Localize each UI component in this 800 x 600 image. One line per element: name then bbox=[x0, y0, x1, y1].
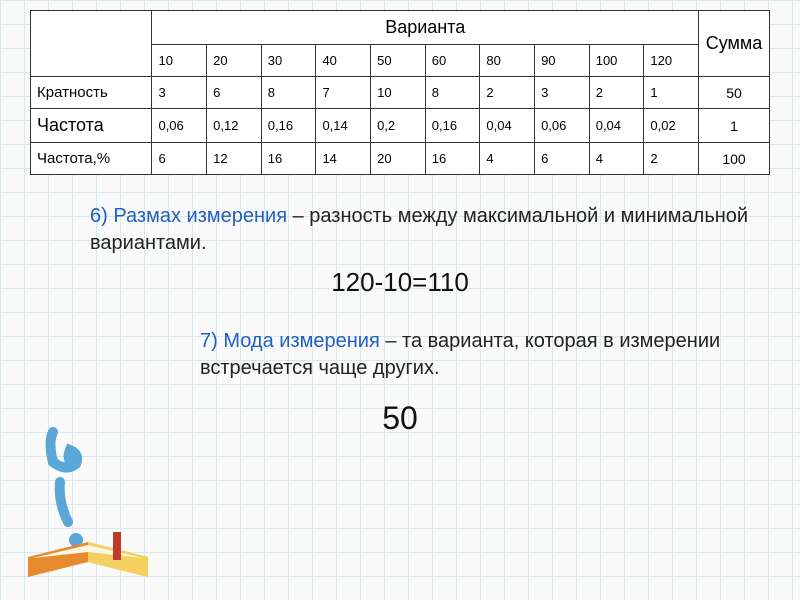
data-cell: 0,12 bbox=[207, 109, 262, 143]
definition-number: 7) bbox=[200, 330, 218, 352]
variant-header: Варианта bbox=[152, 11, 699, 45]
variant-cell: 60 bbox=[425, 45, 480, 77]
data-cell: 6 bbox=[207, 77, 262, 109]
data-cell: 0,06 bbox=[152, 109, 207, 143]
sum-header: Сумма bbox=[699, 11, 770, 77]
row-label: Частота bbox=[31, 109, 152, 143]
sum-cell: 50 bbox=[699, 77, 770, 109]
row-label: Кратность bbox=[31, 77, 152, 109]
variant-cell: 100 bbox=[589, 45, 644, 77]
variant-cell: 40 bbox=[316, 45, 371, 77]
data-cell: 2 bbox=[644, 143, 699, 175]
data-cell: 2 bbox=[480, 77, 535, 109]
data-cell: 10 bbox=[371, 77, 426, 109]
data-cell: 0,02 bbox=[644, 109, 699, 143]
definition-mode: 7) Мода измерения – та варианта, которая… bbox=[200, 328, 760, 382]
data-cell: 0,06 bbox=[535, 109, 590, 143]
data-cell: 16 bbox=[425, 143, 480, 175]
sum-cell: 1 bbox=[699, 109, 770, 143]
variant-cell: 30 bbox=[261, 45, 316, 77]
sum-cell: 100 bbox=[699, 143, 770, 175]
variant-cell: 120 bbox=[644, 45, 699, 77]
data-cell: 0,2 bbox=[371, 109, 426, 143]
data-cell: 6 bbox=[152, 143, 207, 175]
definition-term: Размах измерения bbox=[113, 205, 287, 227]
data-cell: 0,14 bbox=[316, 109, 371, 143]
data-cell: 4 bbox=[589, 143, 644, 175]
variant-cell: 50 bbox=[371, 45, 426, 77]
data-cell: 12 bbox=[207, 143, 262, 175]
row-label: Частота,% bbox=[31, 143, 152, 175]
definition-term: Мода измерения bbox=[223, 330, 379, 352]
data-cell: 6 bbox=[535, 143, 590, 175]
data-cell: 0,04 bbox=[589, 109, 644, 143]
data-cell: 1 bbox=[644, 77, 699, 109]
slide-content: Варианта Сумма 10 20 30 40 50 60 80 90 1… bbox=[0, 0, 800, 437]
data-cell: 3 bbox=[535, 77, 590, 109]
book-question-icon bbox=[18, 412, 158, 582]
data-cell: 0,16 bbox=[261, 109, 316, 143]
range-calculation: 120-10=110 bbox=[30, 267, 770, 298]
data-cell: 8 bbox=[425, 77, 480, 109]
variant-cell: 20 bbox=[207, 45, 262, 77]
data-cell: 2 bbox=[589, 77, 644, 109]
table-row: Частота,% 6 12 16 14 20 16 4 6 4 2 100 bbox=[31, 143, 770, 175]
data-cell: 14 bbox=[316, 143, 371, 175]
definition-number: 6) bbox=[90, 205, 108, 227]
table-row: Частота 0,06 0,12 0,16 0,14 0,2 0,16 0,0… bbox=[31, 109, 770, 143]
variant-cell: 80 bbox=[480, 45, 535, 77]
data-cell: 0,04 bbox=[480, 109, 535, 143]
variant-cell: 10 bbox=[152, 45, 207, 77]
definition-range: 6) Размах измерения – разность между мак… bbox=[90, 203, 760, 257]
data-cell: 16 bbox=[261, 143, 316, 175]
data-cell: 20 bbox=[371, 143, 426, 175]
table-row: Кратность 3 6 8 7 10 8 2 3 2 1 50 bbox=[31, 77, 770, 109]
frequency-table: Варианта Сумма 10 20 30 40 50 60 80 90 1… bbox=[30, 10, 770, 175]
data-cell: 8 bbox=[261, 77, 316, 109]
data-cell: 0,16 bbox=[425, 109, 480, 143]
blank-header-cell bbox=[31, 11, 152, 77]
variant-cell: 90 bbox=[535, 45, 590, 77]
data-cell: 3 bbox=[152, 77, 207, 109]
data-cell: 4 bbox=[480, 143, 535, 175]
data-cell: 7 bbox=[316, 77, 371, 109]
